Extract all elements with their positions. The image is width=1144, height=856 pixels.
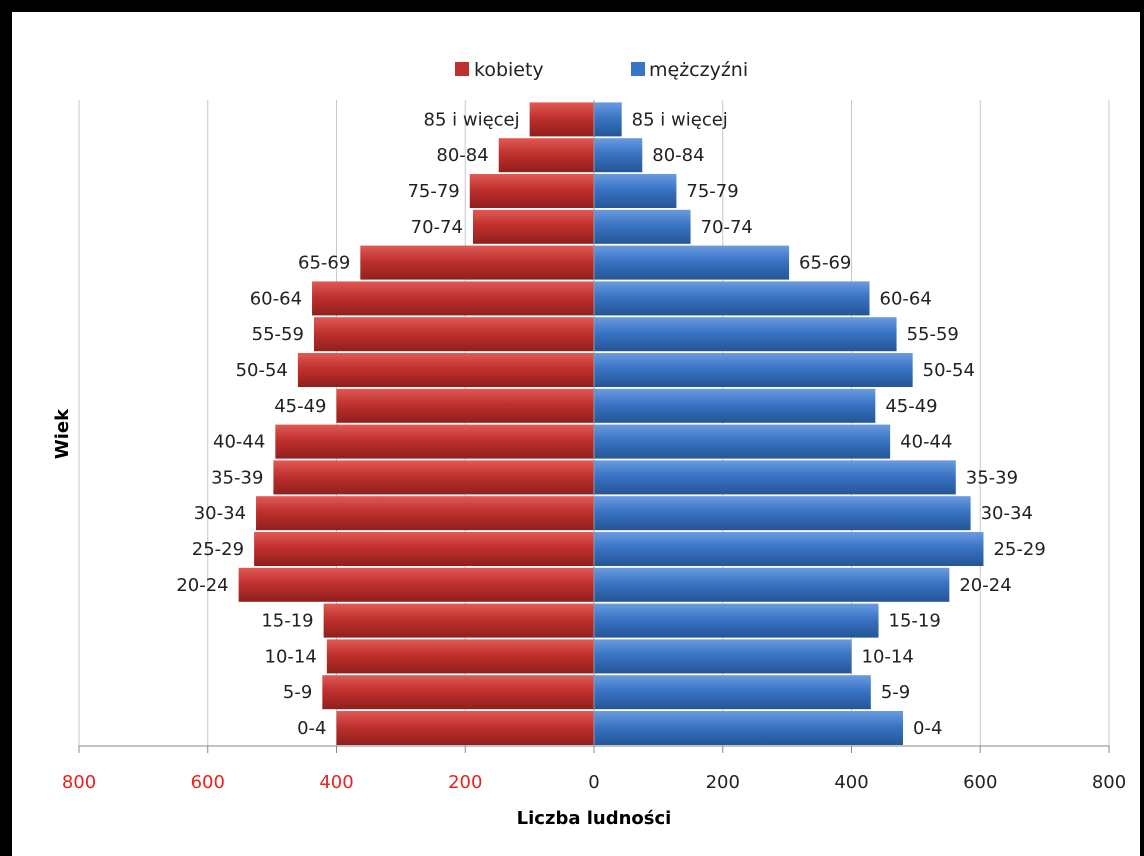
bar-kobiety <box>498 138 594 173</box>
bar-kobiety <box>472 209 594 244</box>
x-tick-label: 0 <box>588 772 599 793</box>
bar-mezczyzni <box>594 138 643 173</box>
data-label-kobiety: 75-79 <box>407 181 459 202</box>
data-label-mezczyzni: 45-49 <box>885 396 937 417</box>
data-label-kobiety: 35-39 <box>211 467 263 488</box>
data-label-kobiety: 60-64 <box>250 288 302 309</box>
x-tick-label: 400 <box>319 772 353 793</box>
data-label-kobiety: 15-19 <box>261 611 313 632</box>
x-tick-label: 200 <box>448 772 482 793</box>
data-label-mezczyzni: 35-39 <box>966 467 1018 488</box>
legend: kobiety mężczyźni <box>455 59 748 81</box>
bar-mezczyzni <box>594 496 971 531</box>
x-tick-label: 800 <box>1092 772 1126 793</box>
bar-kobiety <box>256 496 594 531</box>
data-label-kobiety: 40-44 <box>213 432 265 453</box>
legend-label-kobiety: kobiety <box>474 59 544 81</box>
data-label-kobiety: 80-84 <box>436 145 488 166</box>
bar-mezczyzni <box>594 424 891 459</box>
bar-mezczyzni <box>594 711 903 745</box>
data-label-kobiety: 45-49 <box>274 396 326 417</box>
bar-mezczyzni <box>594 388 876 423</box>
x-tick-label: 200 <box>706 772 740 793</box>
bar-mezczyzni <box>594 174 677 208</box>
bar-mezczyzni <box>594 209 691 244</box>
bar-kobiety <box>273 460 594 495</box>
data-label-kobiety: 65-69 <box>298 253 350 274</box>
bar-kobiety <box>254 532 594 566</box>
data-label-kobiety: 70-74 <box>411 217 463 238</box>
bar-kobiety <box>313 317 594 352</box>
data-label-mezczyzni: 55-59 <box>907 324 959 345</box>
data-label-mezczyzni: 25-29 <box>993 539 1045 560</box>
data-label-kobiety: 10-14 <box>265 646 317 667</box>
data-label-kobiety: 55-59 <box>252 324 304 345</box>
bar-mezczyzni <box>594 532 984 566</box>
bars <box>238 100 984 746</box>
bar-mezczyzni <box>594 567 950 602</box>
x-tick-label: 800 <box>62 772 96 793</box>
bar-mezczyzni <box>594 675 871 710</box>
data-label-mezczyzni: 0-4 <box>913 718 942 739</box>
data-label-mezczyzni: 50-54 <box>923 360 975 381</box>
data-label-mezczyzni: 80-84 <box>652 145 704 166</box>
bar-kobiety <box>469 174 594 208</box>
data-label-mezczyzni: 40-44 <box>900 432 952 453</box>
gridlines <box>78 100 1110 746</box>
legend-swatch-mezczyzni <box>631 62 645 76</box>
y-axis-title: Wiek <box>52 408 73 459</box>
data-label-kobiety: 0-4 <box>297 718 326 739</box>
x-tick-label: 600 <box>963 772 997 793</box>
data-label-mezczyzni: 70-74 <box>701 217 753 238</box>
legend-swatch-kobiety <box>455 62 469 76</box>
bar-kobiety <box>326 639 594 674</box>
bar-mezczyzni <box>594 281 870 316</box>
data-label-mezczyzni: 5-9 <box>881 682 910 703</box>
bar-kobiety <box>322 675 594 710</box>
bar-kobiety <box>336 711 594 745</box>
data-label-kobiety: 85 i więcej <box>424 109 520 130</box>
bar-kobiety <box>336 388 594 423</box>
bar-mezczyzni <box>594 317 897 352</box>
x-axis-title: Liczba ludności <box>517 808 672 829</box>
data-label-kobiety: 30-34 <box>194 503 246 524</box>
data-label-mezczyzni: 60-64 <box>880 288 932 309</box>
bar-kobiety <box>238 567 594 602</box>
bar-kobiety <box>360 245 594 280</box>
bar-mezczyzni <box>594 245 790 280</box>
bar-mezczyzni <box>594 102 622 137</box>
data-label-mezczyzni: 30-34 <box>981 503 1033 524</box>
data-label-kobiety: 25-29 <box>192 539 244 560</box>
x-tick-label: 400 <box>834 772 868 793</box>
data-label-mezczyzni: 65-69 <box>799 253 851 274</box>
x-axis: 800 600 400 200 0 200 400 600 800 <box>62 745 1126 793</box>
data-label-mezczyzni: 75-79 <box>686 181 738 202</box>
data-label-mezczyzni: 10-14 <box>862 646 914 667</box>
data-label-mezczyzni: 85 i więcej <box>632 109 728 130</box>
bar-kobiety <box>529 102 594 137</box>
bar-kobiety <box>275 424 594 459</box>
bar-mezczyzni <box>594 460 956 495</box>
bar-kobiety <box>312 281 594 316</box>
data-label-kobiety: 50-54 <box>236 360 288 381</box>
bar-mezczyzni <box>594 353 913 387</box>
bar-mezczyzni <box>594 603 879 638</box>
data-label-kobiety: 5-9 <box>283 682 312 703</box>
bar-mezczyzni <box>594 639 852 674</box>
data-label-kobiety: 20-24 <box>176 575 228 596</box>
data-label-mezczyzni: 15-19 <box>889 611 941 632</box>
bar-kobiety <box>297 353 594 387</box>
legend-label-mezczyzni: mężczyźni <box>649 59 748 81</box>
bar-kobiety <box>323 603 594 638</box>
x-tick-label: 600 <box>191 772 225 793</box>
data-label-mezczyzni: 20-24 <box>959 575 1011 596</box>
